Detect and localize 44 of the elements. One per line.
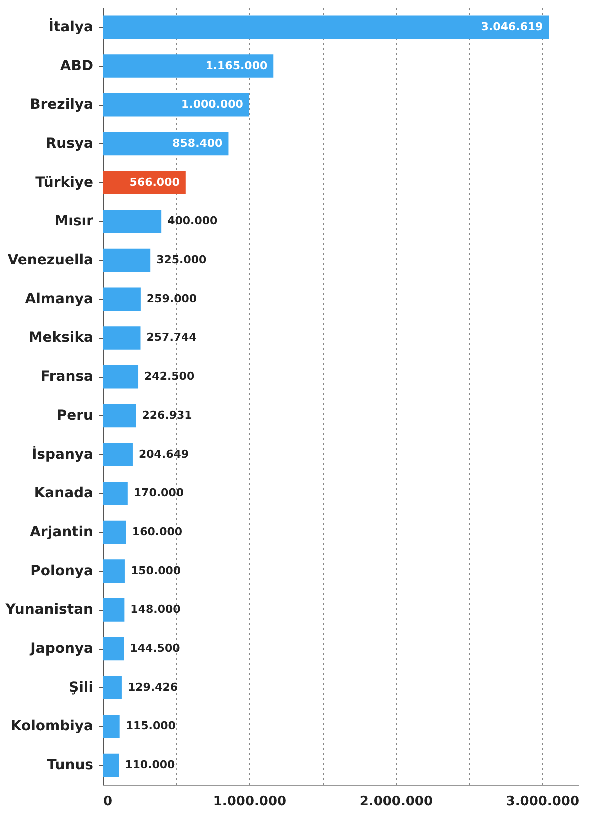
- data-label: 204.649: [138, 448, 190, 461]
- data-label: 1.000.000: [182, 98, 244, 112]
- y-tick-label: Kanada: [34, 486, 94, 502]
- data-label: 144.500: [130, 642, 181, 656]
- data-label: 858.400: [172, 136, 224, 150]
- data-label: 325.000: [156, 254, 208, 267]
- y-tick-label: Meksika: [28, 330, 94, 346]
- x-tick-label: 2.000.000: [360, 794, 434, 810]
- data-label: 160.000: [132, 525, 183, 538]
- data-label: 242.500: [144, 370, 195, 384]
- data-label: 257.744: [146, 331, 198, 344]
- data-label: 129.426: [128, 680, 178, 694]
- y-tick-label: Yunanistan: [4, 602, 94, 618]
- y-tick-label: Japonya: [30, 641, 94, 658]
- data-label: 259.000: [146, 292, 198, 306]
- x-tick-label: 1.000.000: [213, 794, 287, 810]
- y-tick-label: İtalya: [48, 18, 94, 36]
- x-tick-label: 0: [104, 794, 113, 810]
- y-tick-label: Fransa: [40, 369, 94, 386]
- data-label: 148.000: [130, 603, 182, 616]
- y-tick-label: Kolombiya: [10, 718, 94, 735]
- y-tick-label: Şili: [69, 680, 94, 696]
- data-label: 400.000: [168, 214, 218, 228]
- y-tick-label: Venezuella: [8, 252, 94, 269]
- y-tick-label: Almanya: [25, 291, 94, 308]
- data-label: 115.000: [126, 720, 176, 733]
- data-label: 226.931: [142, 408, 192, 422]
- y-tick-label: Polonya: [30, 563, 94, 580]
- y-tick-label: Tunus: [47, 758, 94, 774]
- data-label: 3.046.619: [481, 20, 544, 34]
- y-tick-label: Türkiye: [36, 174, 94, 191]
- x-tick-label: 3.000.000: [506, 794, 580, 810]
- data-label: 110.000: [125, 758, 176, 772]
- y-tick-label: Peru: [56, 408, 94, 424]
- y-tick-label: Arjantin: [30, 524, 94, 540]
- data-label: 170.000: [134, 486, 184, 500]
- data-label: 1.165.000: [206, 59, 268, 72]
- y-tick-label: Rusya: [46, 136, 94, 152]
- y-tick-label: Mısır: [54, 214, 94, 230]
- data-label: 566.000: [130, 176, 180, 189]
- data-label: 150.000: [130, 564, 182, 578]
- y-tick-label: Brezilya: [30, 97, 94, 114]
- y-tick-label: ABD: [60, 58, 94, 74]
- y-tick-label: İspanya: [32, 446, 94, 463]
